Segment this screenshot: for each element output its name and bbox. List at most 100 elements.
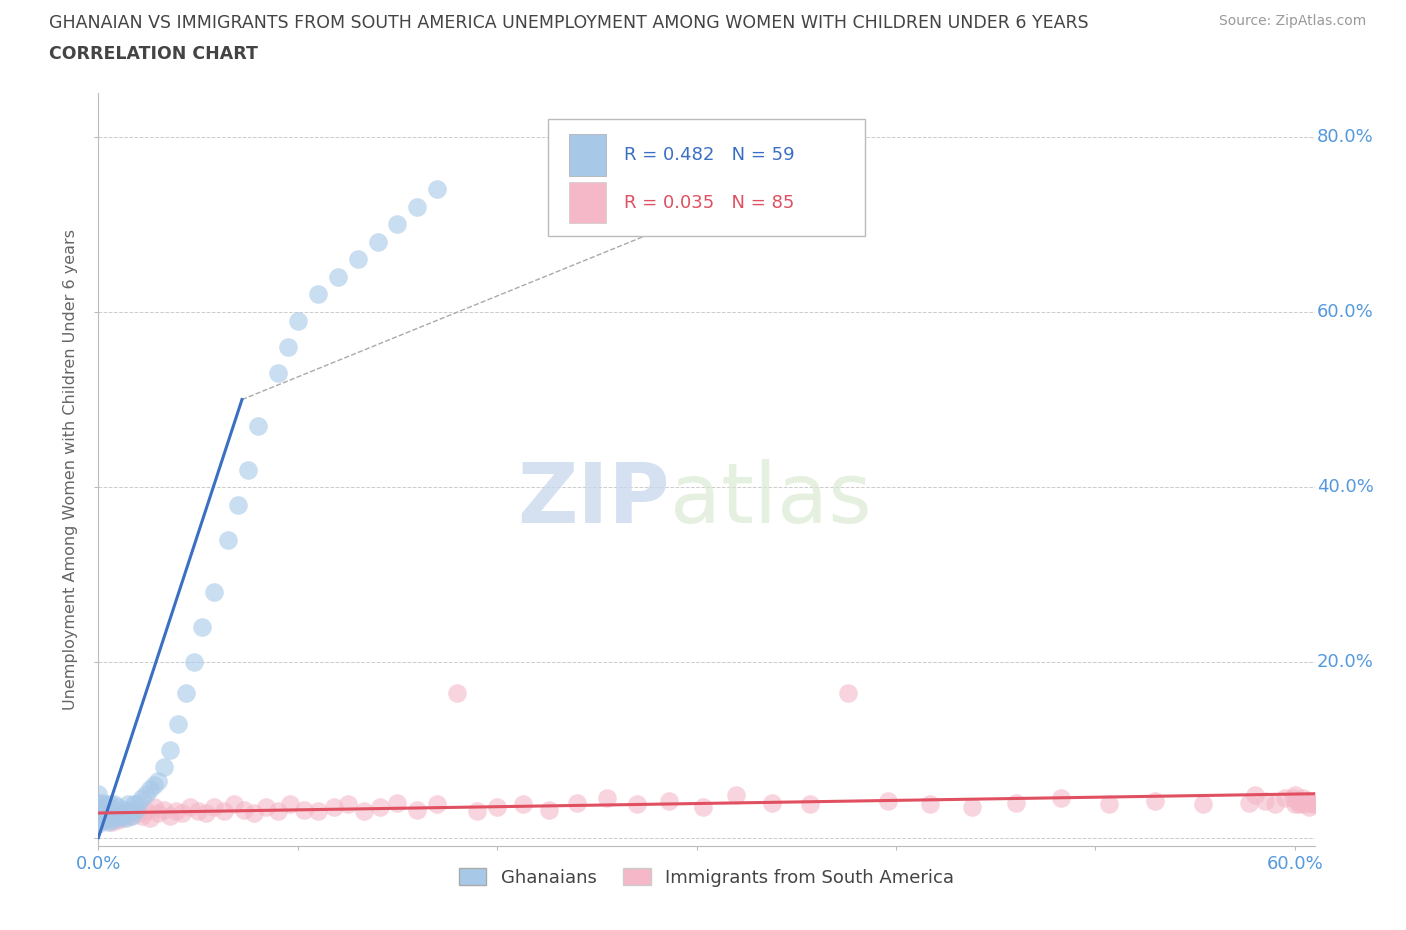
Point bbox=[87, 808, 110, 823]
Point bbox=[87, 800, 110, 815]
Point bbox=[93, 813, 115, 828]
Text: 60.0%: 60.0% bbox=[1317, 303, 1374, 321]
Point bbox=[87, 786, 110, 801]
Point bbox=[278, 797, 301, 812]
Point bbox=[89, 813, 111, 828]
Point bbox=[93, 813, 115, 828]
Point bbox=[139, 811, 162, 826]
Point bbox=[307, 287, 329, 302]
FancyBboxPatch shape bbox=[569, 182, 606, 223]
Point bbox=[267, 804, 290, 818]
Point bbox=[277, 339, 299, 354]
Point bbox=[537, 802, 560, 817]
Point bbox=[89, 804, 111, 818]
Point bbox=[110, 805, 132, 820]
Point bbox=[187, 804, 209, 818]
FancyBboxPatch shape bbox=[548, 119, 865, 236]
Point bbox=[287, 313, 309, 328]
Point bbox=[97, 804, 120, 818]
Point bbox=[202, 585, 225, 600]
Text: atlas: atlas bbox=[671, 459, 872, 540]
Point bbox=[658, 793, 681, 808]
Point bbox=[406, 802, 429, 817]
Point bbox=[120, 804, 142, 818]
Point bbox=[93, 800, 115, 815]
Point bbox=[692, 800, 714, 815]
Point bbox=[799, 797, 821, 812]
FancyBboxPatch shape bbox=[569, 135, 606, 176]
Point bbox=[87, 808, 110, 823]
Point bbox=[107, 813, 129, 828]
Point bbox=[143, 800, 166, 815]
Point bbox=[233, 802, 256, 817]
Point bbox=[105, 805, 128, 820]
Point bbox=[183, 655, 205, 670]
Point bbox=[101, 815, 124, 830]
Point bbox=[124, 797, 146, 812]
Point bbox=[1285, 793, 1308, 808]
Point bbox=[97, 802, 120, 817]
Point bbox=[1284, 788, 1306, 803]
Point bbox=[111, 811, 134, 826]
Point bbox=[148, 773, 170, 788]
Point bbox=[387, 795, 409, 810]
Point bbox=[1289, 795, 1312, 810]
Point bbox=[254, 800, 277, 815]
Point bbox=[96, 797, 118, 812]
Point bbox=[1294, 797, 1316, 812]
Point bbox=[100, 808, 122, 823]
Point bbox=[179, 800, 201, 815]
Point bbox=[1098, 797, 1121, 812]
Point bbox=[725, 788, 748, 803]
Point bbox=[165, 804, 187, 818]
Point bbox=[153, 760, 176, 775]
Point bbox=[267, 365, 290, 380]
Point bbox=[465, 804, 488, 818]
Point bbox=[326, 270, 349, 285]
Text: R = 0.482   N = 59: R = 0.482 N = 59 bbox=[624, 146, 794, 165]
Point bbox=[143, 777, 166, 792]
Point bbox=[127, 805, 149, 820]
Point bbox=[336, 797, 359, 812]
Point bbox=[97, 815, 120, 830]
Point bbox=[195, 805, 218, 820]
Point bbox=[346, 252, 368, 267]
Point bbox=[91, 808, 114, 823]
Point bbox=[115, 804, 138, 818]
Point bbox=[159, 742, 181, 757]
Point bbox=[110, 805, 132, 820]
Point bbox=[212, 804, 235, 818]
Point bbox=[1288, 797, 1310, 812]
Point bbox=[222, 797, 245, 812]
Point bbox=[87, 795, 110, 810]
Point bbox=[368, 800, 391, 815]
Point bbox=[100, 808, 122, 823]
Point bbox=[1050, 790, 1073, 805]
Text: Source: ZipAtlas.com: Source: ZipAtlas.com bbox=[1219, 14, 1367, 28]
Point bbox=[486, 800, 509, 815]
Point bbox=[1302, 797, 1324, 812]
Point bbox=[1291, 790, 1313, 805]
Point bbox=[96, 811, 118, 826]
Point bbox=[148, 805, 170, 820]
Text: GHANAIAN VS IMMIGRANTS FROM SOUTH AMERICA UNEMPLOYMENT AMONG WOMEN WITH CHILDREN: GHANAIAN VS IMMIGRANTS FROM SOUTH AMERIC… bbox=[49, 14, 1088, 32]
Point bbox=[1144, 793, 1167, 808]
Text: 40.0%: 40.0% bbox=[1317, 478, 1374, 497]
Point bbox=[131, 790, 153, 805]
Text: ZIP: ZIP bbox=[517, 459, 671, 540]
Point bbox=[918, 797, 941, 812]
Point bbox=[426, 797, 449, 812]
Point bbox=[236, 462, 259, 477]
Point bbox=[101, 813, 124, 828]
Point bbox=[406, 199, 429, 214]
Point bbox=[322, 800, 344, 815]
Point bbox=[446, 685, 468, 700]
Point bbox=[626, 797, 648, 812]
Point bbox=[103, 808, 125, 823]
Point bbox=[131, 808, 153, 823]
Point bbox=[91, 795, 114, 810]
Point bbox=[1298, 800, 1320, 815]
Point bbox=[367, 234, 389, 249]
Point bbox=[174, 685, 197, 700]
Point bbox=[107, 800, 129, 815]
